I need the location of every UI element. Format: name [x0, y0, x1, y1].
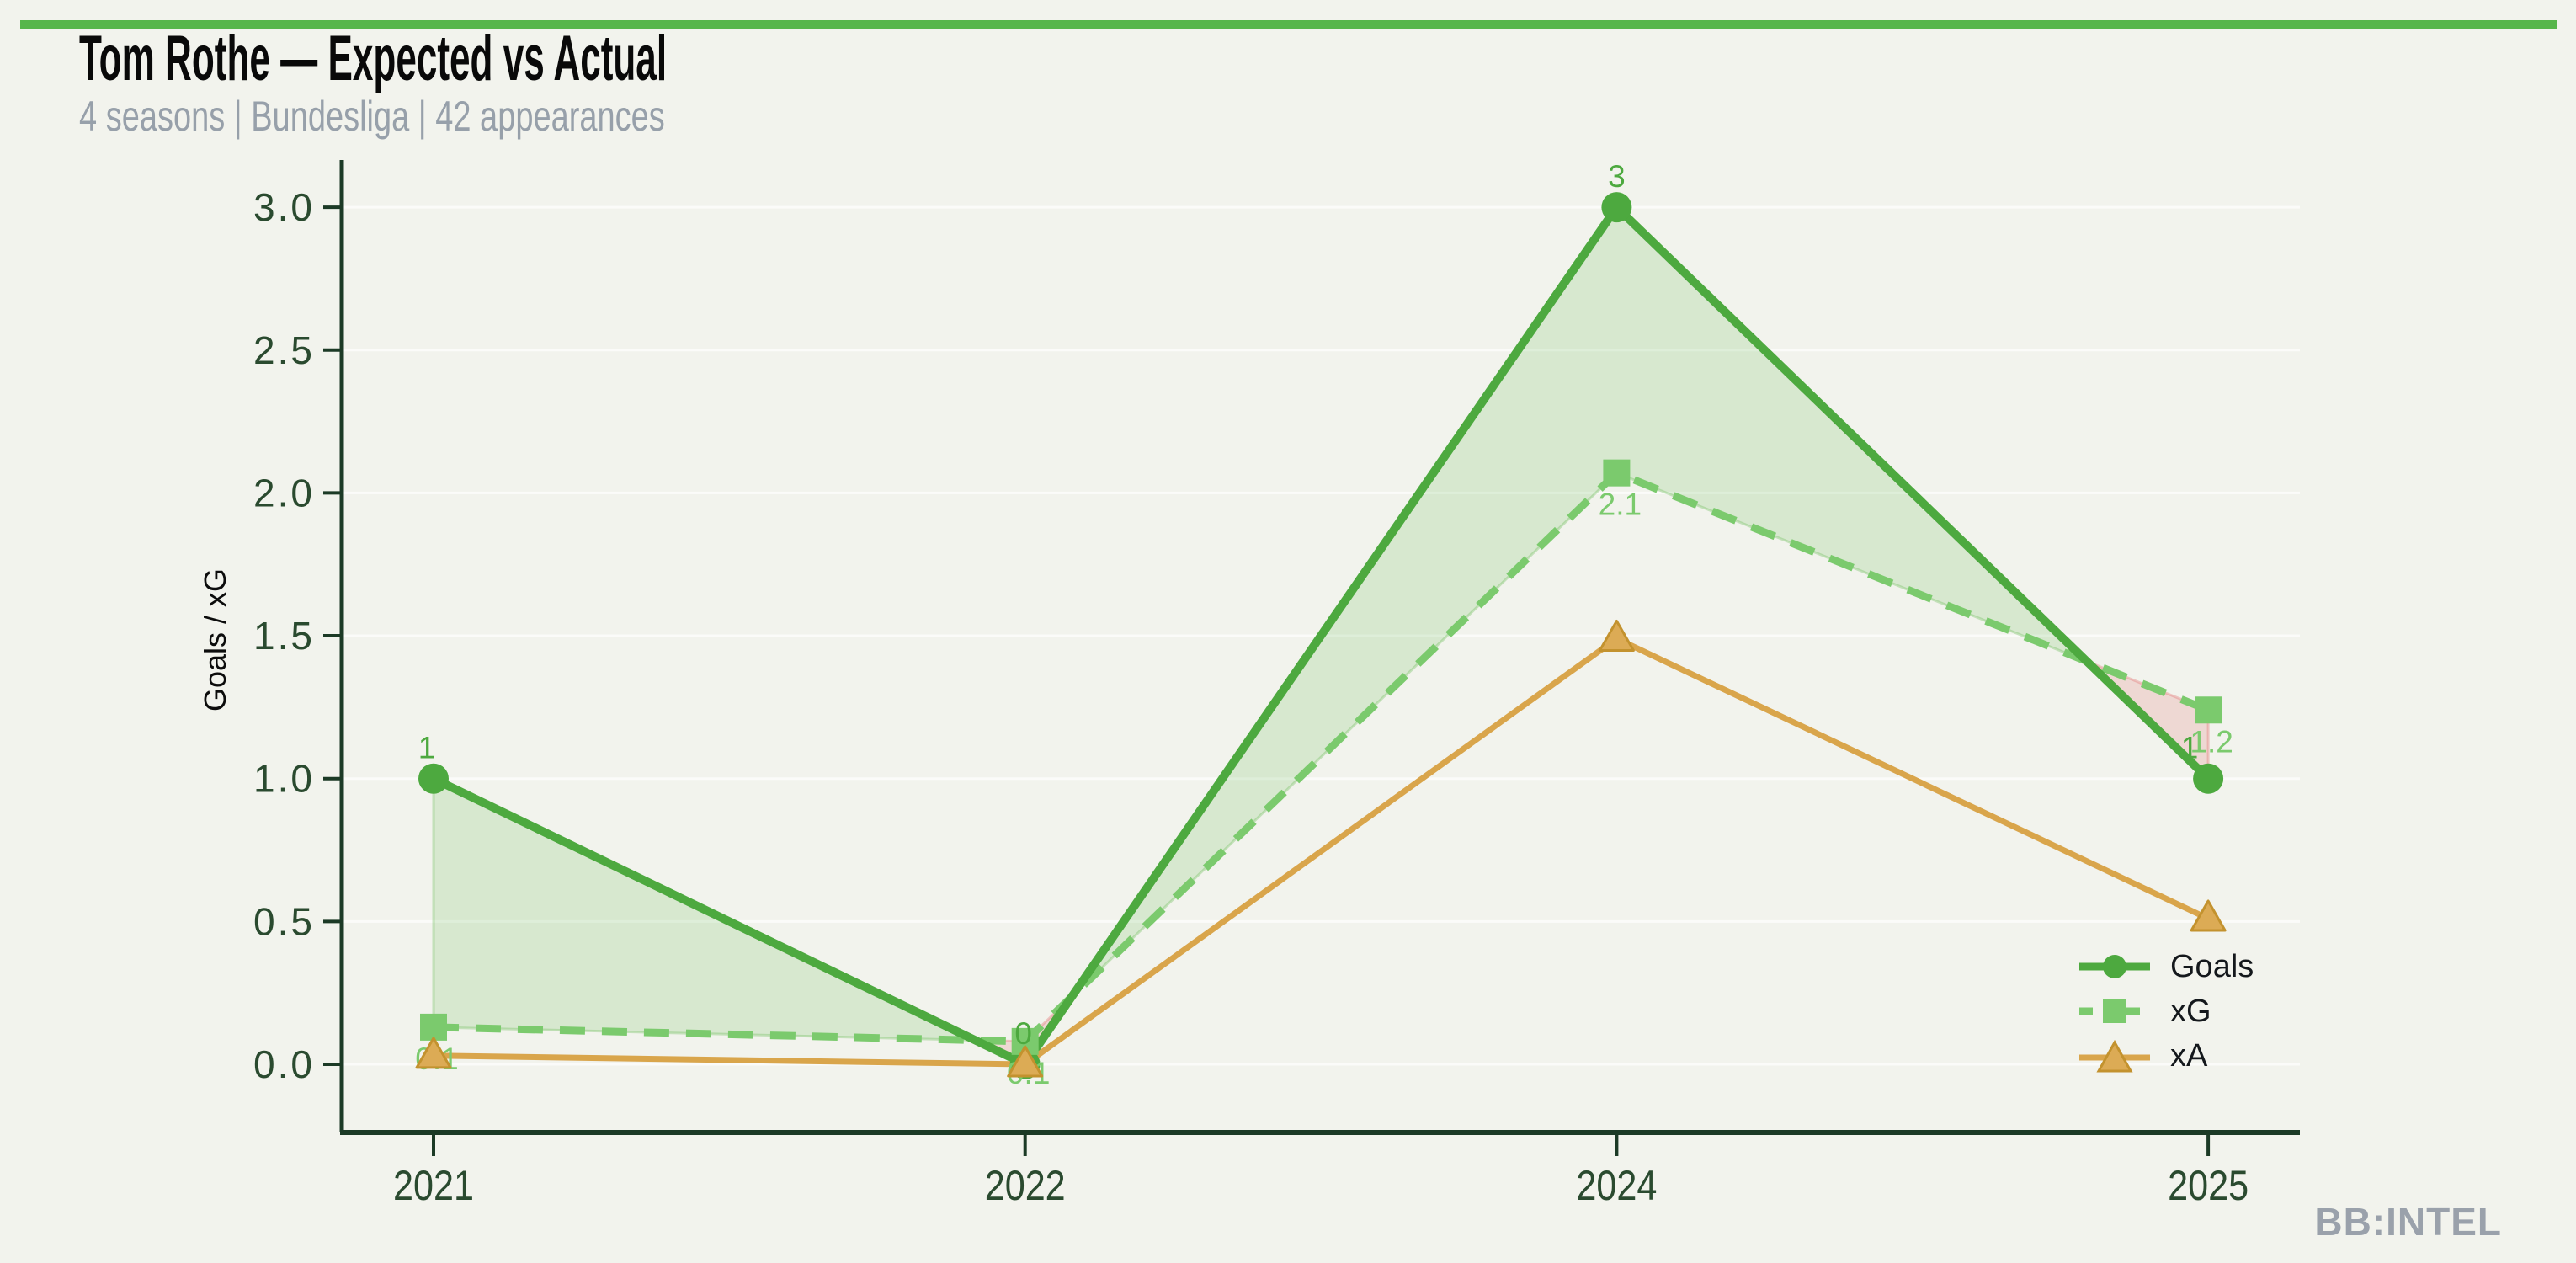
y-tick-label: 2.5 [253, 328, 315, 372]
xa-marker [1007, 1045, 1044, 1078]
accent-topbar [20, 20, 2557, 29]
y-tick-label: 0.0 [253, 1042, 315, 1086]
goals-data-label: 1 [418, 731, 436, 765]
xa-marker [1598, 619, 1635, 652]
x-tick-label: 2022 [985, 1162, 1066, 1209]
y-tick-label: 0.5 [253, 899, 315, 943]
legend-item-xa: xA [2078, 1037, 2254, 1074]
fill-surplus-region [1071, 205, 2089, 998]
legend-item-goals: Goals [2078, 948, 2254, 985]
goals-marker [1601, 192, 1632, 223]
chart-title: Tom Rothe — Expected vs Actual [79, 23, 668, 94]
goals-data-label: 3 [1608, 159, 1626, 194]
xa-marker [415, 1037, 452, 1069]
goals-data-label: 1 [2181, 731, 2199, 765]
goals-line [431, 203, 2211, 1068]
legend-label-goals: Goals [2170, 949, 2254, 984]
xa-swatch-icon [2079, 1039, 2150, 1073]
legend: Goals xG xA [2078, 948, 2254, 1074]
watermark: BB:INTEL [2314, 1200, 2502, 1244]
x-tick-label: 2024 [1576, 1162, 1657, 1209]
xg-swatch-icon [2079, 999, 2150, 1023]
xg-line [433, 468, 2210, 1046]
xa-line [433, 635, 2210, 1068]
legend-label-xg: xG [2170, 994, 2211, 1029]
xa-marker [2190, 899, 2227, 932]
x-tick-label: 2025 [2168, 1162, 2249, 1209]
goals-marker [418, 763, 449, 794]
y-axis-title: Goals / xG [198, 568, 232, 711]
xg-marker [1603, 459, 1631, 487]
x-tick-label: 2021 [393, 1162, 474, 1209]
y-tick-label: 2.0 [253, 471, 315, 514]
y-tick-label: 1.0 [253, 757, 315, 801]
y-tick-label: 3.0 [253, 185, 315, 229]
goals-marker [2193, 763, 2224, 794]
goals-data-label: 0 [1014, 1016, 1032, 1051]
y-tick-label: 1.5 [253, 614, 315, 658]
chart-subtitle: 4 seasons | Bundesliga | 42 appearances [79, 93, 665, 140]
legend-label-xa: xA [2170, 1038, 2208, 1074]
goals-swatch-icon [2079, 955, 2150, 978]
xg-data-label: 2.1 [1599, 488, 1642, 522]
xg-marker [420, 1013, 447, 1041]
xg-data-label: 1.2 [2190, 724, 2233, 759]
xg-marker [2195, 696, 2222, 724]
legend-item-xg: xG [2078, 993, 2254, 1030]
